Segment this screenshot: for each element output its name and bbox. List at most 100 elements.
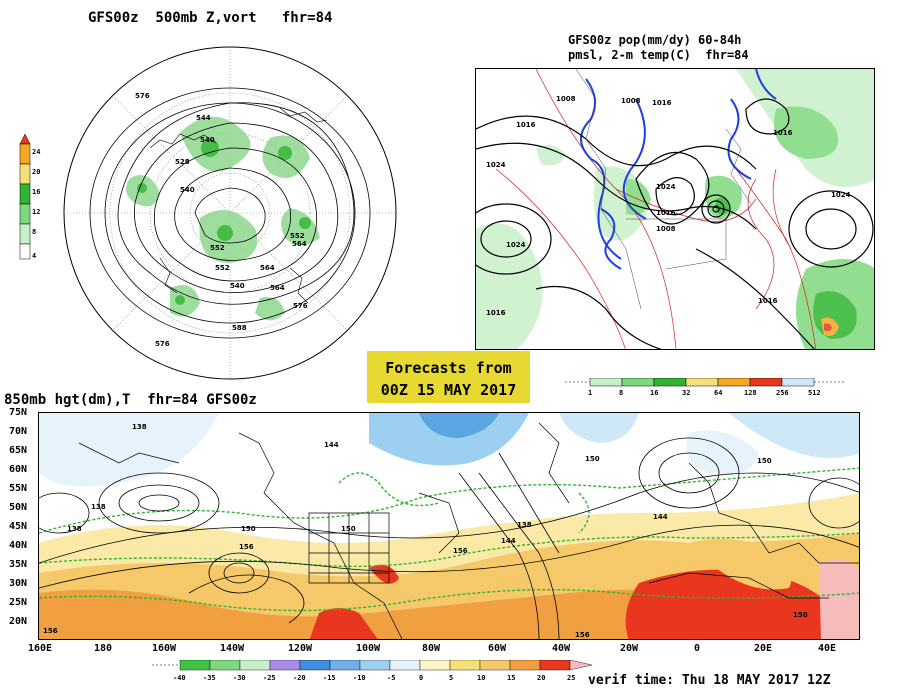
isobar-label: 1008 <box>656 225 676 233</box>
lat-label: 45N <box>9 521 28 532</box>
height-label: 144 <box>324 441 339 449</box>
colorbar-tick: -30 <box>233 674 246 682</box>
height-label: 150 <box>241 525 256 533</box>
lon-label: 180 <box>94 643 113 654</box>
colorbar-tick: -25 <box>263 674 276 682</box>
height-label: 144 <box>501 537 516 545</box>
lat-label: 50N <box>9 502 28 513</box>
north-america-pop-map: 1008 1016 1008 1016 1024 1024 1016 1008 … <box>475 68 875 350</box>
isobar-label: 1016 <box>652 99 672 107</box>
contour-label: 576 <box>155 340 170 348</box>
contour-label: 576 <box>293 302 308 310</box>
temperature-colorbar <box>152 660 592 672</box>
colorbar-tick: -5 <box>387 674 396 682</box>
height-label: 150 <box>757 457 772 465</box>
colorbar-tick: 64 <box>714 389 723 397</box>
colorbar-tick: 4 <box>32 252 37 260</box>
colorbar-tick: 25 <box>567 674 576 682</box>
isobar-label: 1024 <box>656 183 676 191</box>
top-right-title-1: GFS00z pop(mm/dy) 60-84h <box>568 33 742 47</box>
colorbar-tick: 16 <box>650 389 659 397</box>
lat-label: 35N <box>9 559 28 570</box>
isobar-label: 1024 <box>831 191 851 199</box>
height-label: 150 <box>341 525 356 533</box>
height-label: 156 <box>575 631 590 639</box>
lat-label: 70N <box>9 426 28 437</box>
lon-label: 40E <box>818 643 837 654</box>
contour-label: 528 <box>175 158 190 166</box>
colorbar-tick: 8 <box>619 389 624 397</box>
height-label: 150 <box>585 455 600 463</box>
contour-label: 576 <box>135 92 150 100</box>
height-label: 156 <box>43 627 58 635</box>
contour-label: 540 <box>180 186 195 194</box>
lon-label: 20E <box>754 643 773 654</box>
verif-time: verif time: Thu 18 MAY 2017 12Z <box>588 673 831 688</box>
polar-map-500mb: 576 544 540 528 540 552 564 552 540 564 … <box>60 38 400 383</box>
isobar-label: 1016 <box>656 209 676 217</box>
lon-label: 100W <box>356 643 381 654</box>
height-label: 156 <box>453 547 468 555</box>
colorbar-tick: 15 <box>507 674 516 682</box>
precip-colorbar <box>565 378 850 402</box>
contour-label: 540 <box>230 282 245 290</box>
vorticity-colorbar <box>19 133 31 260</box>
colorbar-tick: 8 <box>32 228 37 236</box>
lon-label: 40W <box>552 643 571 654</box>
top-right-title-2: pmsl, 2-m temp(C) fhr=84 <box>568 48 749 62</box>
height-label: 150 <box>793 611 808 619</box>
lon-label: 120W <box>288 643 313 654</box>
isobar-label: 1016 <box>758 297 778 305</box>
lat-label: 65N <box>9 445 28 456</box>
lon-label: 20W <box>620 643 639 654</box>
contour-label: 552 <box>210 244 225 252</box>
lat-label: 40N <box>9 540 28 551</box>
colorbar-tick: -10 <box>353 674 366 682</box>
contour-label: 544 <box>196 114 211 122</box>
isobar-label: 1008 <box>621 97 641 105</box>
height-label: 138 <box>67 525 82 533</box>
contour-label: 552 <box>290 232 305 240</box>
forecast-banner: Forecasts from 00Z 15 MAY 2017 <box>367 351 530 403</box>
lon-label: 0 <box>694 643 701 654</box>
lon-label: 140W <box>220 643 245 654</box>
hemisphere-850mb-map: 138 144 138 138 156 150 150 144 150 144 … <box>38 412 860 640</box>
colorbar-tick: 12 <box>32 208 41 216</box>
top-left-title: GFS00z 500mb Z,vort fhr=84 <box>88 10 333 26</box>
colorbar-tick: -15 <box>323 674 336 682</box>
isobar-label: 1016 <box>516 121 536 129</box>
lat-label: 20N <box>9 616 28 627</box>
colorbar-tick: 512 <box>808 389 821 397</box>
lon-label: 160W <box>152 643 177 654</box>
banner-line-1: Forecasts from <box>385 359 512 377</box>
colorbar-tick: -35 <box>203 674 216 682</box>
colorbar-tick: -20 <box>293 674 306 682</box>
colorbar-tick: 5 <box>449 674 454 682</box>
isobar-label: 1024 <box>486 161 506 169</box>
height-label: 156 <box>239 543 254 551</box>
colorbar-tick: 1 <box>588 389 593 397</box>
contour-label: 564 <box>292 240 307 248</box>
lon-label: 80W <box>422 643 441 654</box>
lon-label: 60W <box>488 643 507 654</box>
contour-label: 588 <box>232 324 247 332</box>
bottom-title: 850mb hgt(dm),T fhr=84 GFS00z <box>4 392 257 408</box>
lat-label: 60N <box>9 464 28 475</box>
height-label: 138 <box>132 423 147 431</box>
contour-label: 564 <box>270 284 285 292</box>
colorbar-tick: 24 <box>32 148 41 156</box>
contour-label: 540 <box>200 136 215 144</box>
colorbar-tick: 20 <box>537 674 546 682</box>
isobar-label: 1016 <box>773 129 793 137</box>
isobar-label: 1024 <box>506 241 526 249</box>
lat-label: 75N <box>9 407 28 418</box>
height-label: 138 <box>91 503 106 511</box>
colorbar-tick: 0 <box>419 674 424 682</box>
banner-line-2: 00Z 15 MAY 2017 <box>380 381 517 399</box>
lat-label: 25N <box>9 597 28 608</box>
isobar-label: 1016 <box>486 309 506 317</box>
height-label: 144 <box>653 513 668 521</box>
colorbar-tick: 10 <box>477 674 486 682</box>
colorbar-tick: 256 <box>776 389 789 397</box>
colorbar-tick: 32 <box>682 389 691 397</box>
